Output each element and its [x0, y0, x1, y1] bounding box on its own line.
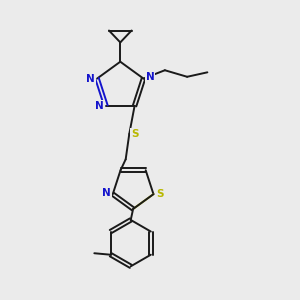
Text: N: N [86, 74, 95, 84]
Text: S: S [156, 189, 164, 199]
Text: S: S [131, 129, 138, 139]
Text: N: N [146, 72, 154, 82]
Text: N: N [95, 101, 104, 111]
Text: N: N [102, 188, 111, 198]
